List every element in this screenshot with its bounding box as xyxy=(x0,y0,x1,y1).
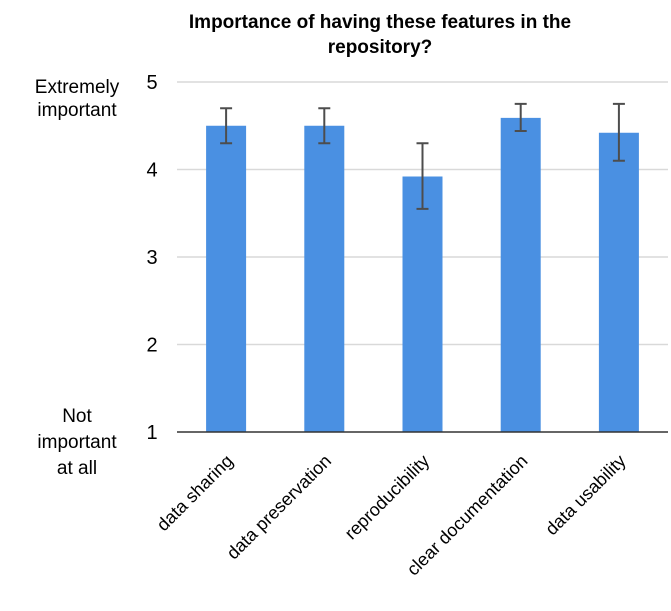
chart-title: Importance of having these features in t… xyxy=(189,12,571,58)
y-anchor-bottom-label: Not important at all xyxy=(37,406,117,479)
x-category-label: data preservation xyxy=(223,451,335,563)
bar xyxy=(206,125,247,432)
x-category-label: data usability xyxy=(541,451,629,539)
y-tick-label: 2 xyxy=(146,335,157,357)
y-tick-label: 3 xyxy=(146,247,157,269)
y-tick-label: 5 xyxy=(146,72,157,94)
bar xyxy=(402,176,443,432)
y-anchor-top-line-2: important xyxy=(37,100,117,121)
y-anchor-bottom-line-3: at all xyxy=(57,458,97,479)
bar xyxy=(500,117,541,432)
chart-title-line-1: Importance of having these features in t… xyxy=(189,12,571,33)
y-tick-label: 1 xyxy=(146,422,157,444)
error-bar xyxy=(612,102,625,162)
y-anchor-top-label: Extremely important xyxy=(35,77,120,121)
x-category-label: data sharing xyxy=(153,451,237,535)
error-bar xyxy=(220,107,233,145)
bars xyxy=(206,117,639,432)
bar xyxy=(304,125,345,432)
error-bar xyxy=(416,142,429,210)
error-bar xyxy=(514,102,527,132)
y-anchor-top-line-1: Extremely xyxy=(35,77,120,98)
chart-title-line-2: repository? xyxy=(328,37,433,58)
bar xyxy=(598,132,639,432)
error-bars xyxy=(220,102,625,210)
y-tick-label: 4 xyxy=(146,160,157,182)
y-anchor-bottom-line-2: important xyxy=(37,432,117,453)
x-category-label: reproducibility xyxy=(341,451,434,544)
error-bar xyxy=(318,107,331,145)
y-anchor-bottom-line-1: Not xyxy=(62,406,92,427)
y-axis-tick-labels: 1 2 3 4 5 xyxy=(146,72,157,444)
